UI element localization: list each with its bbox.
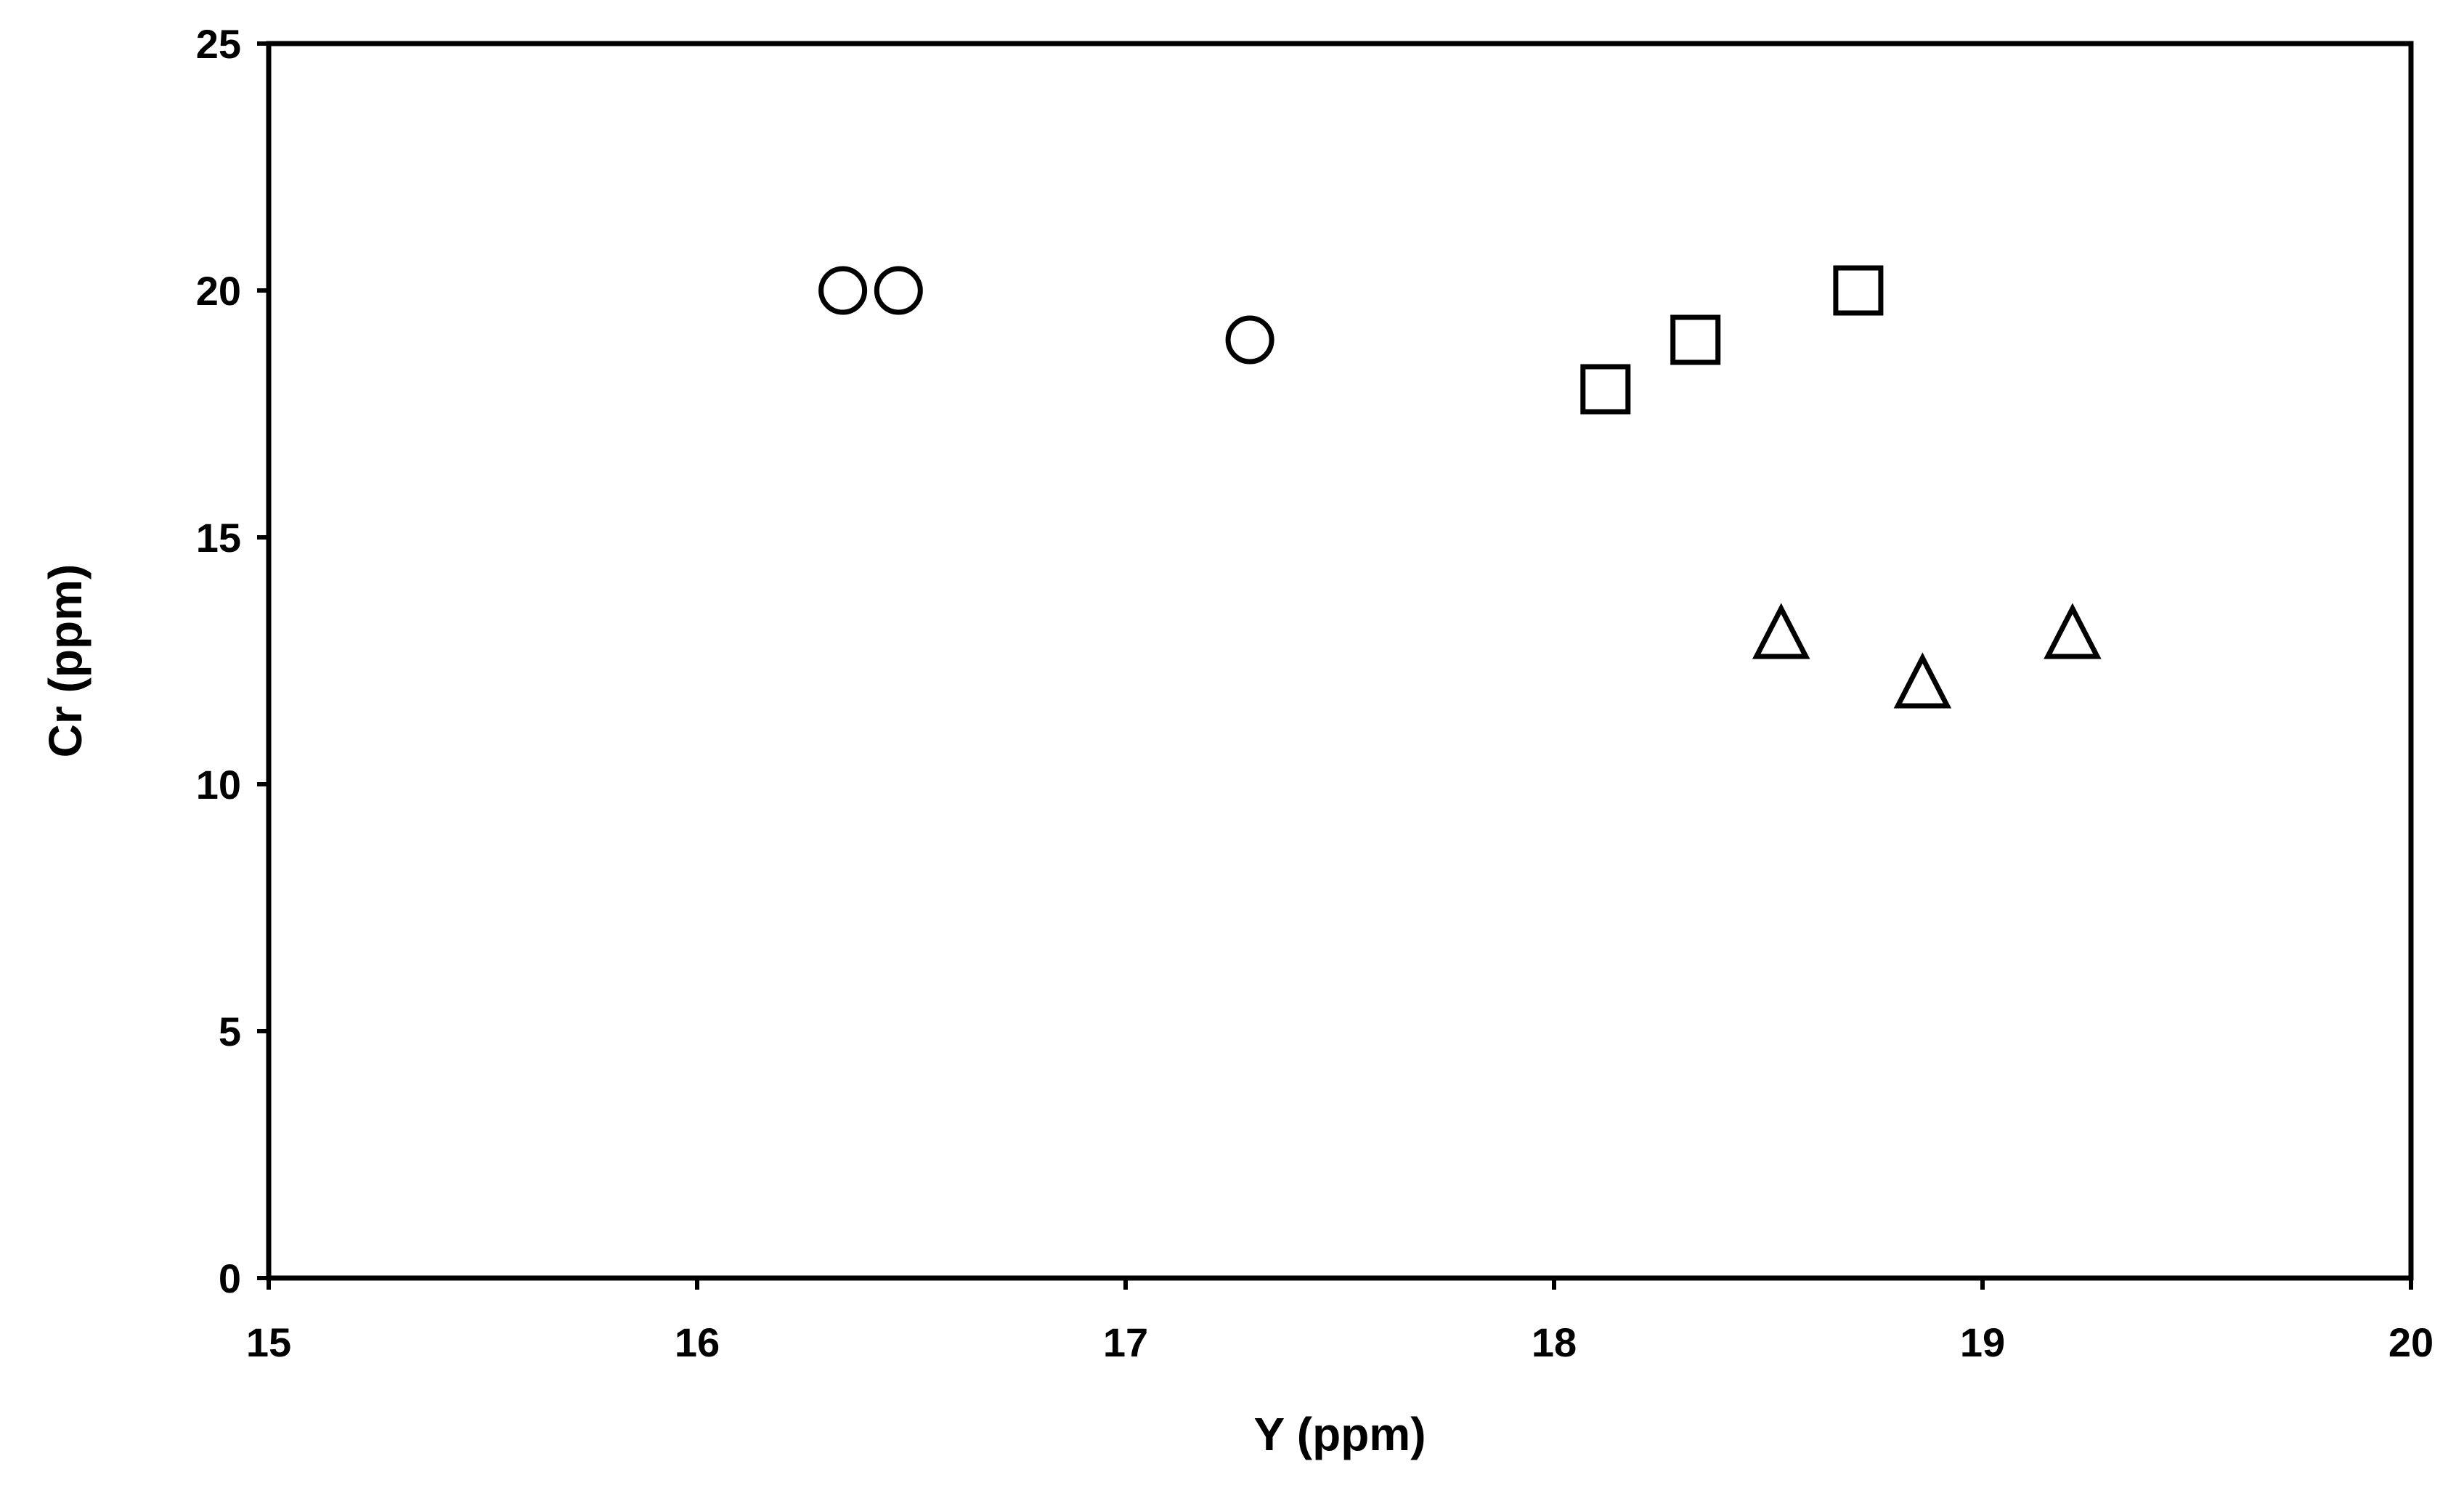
x-tick-label: 19 (1960, 1319, 2005, 1365)
data-point-triangle (1893, 652, 1952, 709)
data-point-square (1670, 314, 1721, 365)
y-tick-label: 15 (196, 515, 241, 561)
y-axis-ticks: 0 5 10 15 20 25 (196, 21, 269, 1301)
x-tick-label: 18 (1532, 1319, 1577, 1365)
data-point-circle (818, 266, 868, 315)
x-tick-label: 15 (246, 1319, 291, 1365)
data-point-triangle (2044, 603, 2102, 659)
x-axis-title: Y (ppm) (1253, 1408, 1426, 1460)
plot-area-frame (266, 41, 2414, 1281)
y-tick-label: 5 (219, 1009, 241, 1054)
data-point-square (1833, 265, 1884, 316)
data-point-circle (874, 266, 923, 315)
y-tick-label: 0 (219, 1256, 241, 1301)
x-tick-label: 20 (2388, 1319, 2433, 1365)
x-tick-label: 16 (675, 1319, 720, 1365)
data-point-square (1580, 364, 1631, 415)
y-axis-title: Cr (ppm) (39, 564, 92, 758)
y-tick-label: 25 (196, 21, 241, 67)
data-points (818, 265, 2102, 709)
x-axis-ticks: 15 16 17 18 19 20 (246, 1278, 2433, 1365)
y-tick-label: 20 (196, 268, 241, 314)
data-point-triangle (1752, 603, 1810, 659)
data-point-circle (1225, 315, 1274, 365)
x-tick-label: 17 (1103, 1319, 1148, 1365)
y-tick-label: 10 (196, 762, 241, 807)
